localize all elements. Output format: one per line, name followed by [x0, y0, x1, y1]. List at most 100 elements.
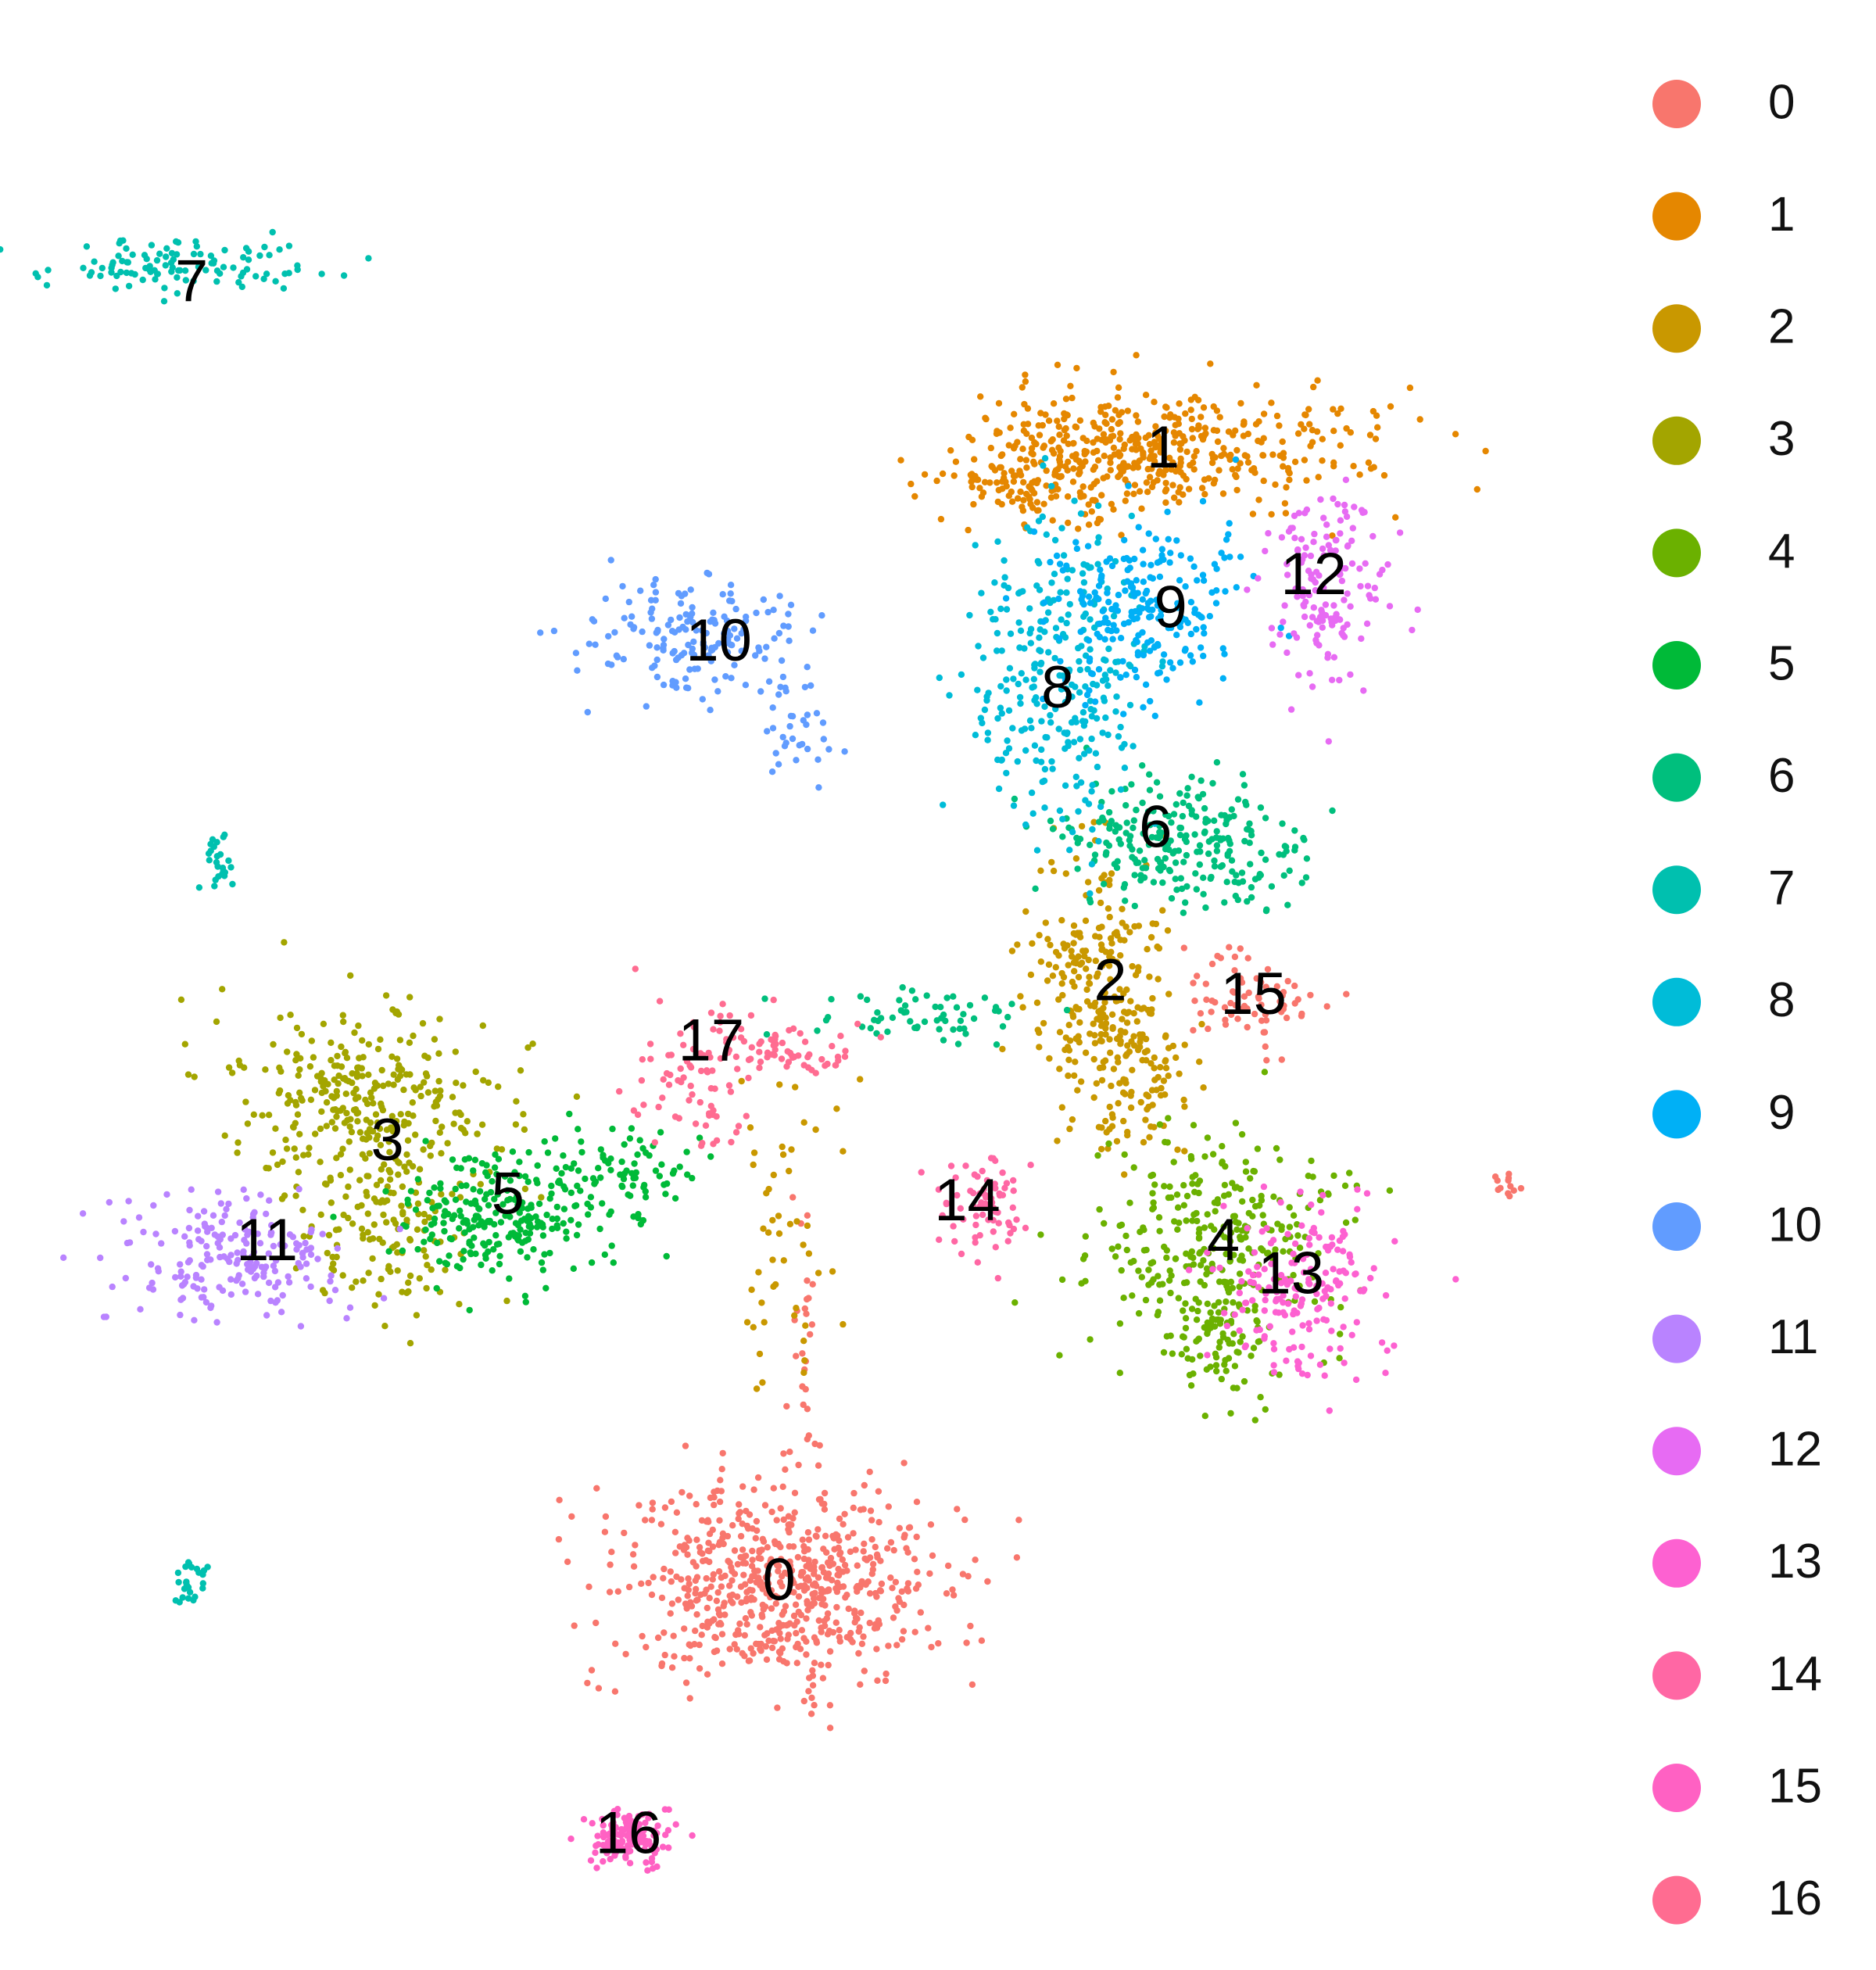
cell-point: [1119, 905, 1126, 913]
cell-point: [699, 1557, 707, 1565]
cluster-label-15: 15: [1220, 961, 1287, 1027]
cell-point: [1348, 537, 1355, 544]
cell-point: [611, 629, 618, 636]
cell-point: [1172, 1255, 1180, 1263]
cell-point: [689, 618, 696, 626]
cell-point: [1330, 602, 1337, 609]
cell-point: [836, 1638, 844, 1645]
legend-key-6: [1652, 753, 1701, 802]
cell-point: [1242, 1159, 1250, 1166]
cell-point: [192, 238, 199, 245]
cell-point: [660, 641, 668, 649]
cell-point: [804, 1546, 811, 1553]
cell-point: [908, 480, 915, 488]
cell-point: [493, 1145, 500, 1152]
cell-point: [1215, 1309, 1223, 1316]
cell-point: [684, 1592, 691, 1599]
cell-point: [405, 1119, 412, 1127]
cell-point: [661, 1651, 668, 1659]
cell-point: [1022, 908, 1029, 915]
cell-point: [167, 259, 175, 267]
cell-point: [671, 1528, 679, 1536]
cell-point: [1244, 826, 1251, 833]
cell-point: [1059, 815, 1066, 823]
cell-point: [1127, 1259, 1135, 1266]
cell-point: [340, 1018, 347, 1026]
cell-point: [1152, 535, 1160, 543]
cell-point: [358, 1225, 366, 1233]
cell-point: [327, 1177, 335, 1184]
cell-point: [1245, 1245, 1252, 1252]
cell-point: [177, 1261, 184, 1268]
cell-point: [123, 269, 131, 277]
cell-point: [667, 1610, 674, 1617]
cell-point: [671, 1653, 678, 1660]
cell-point: [1194, 793, 1201, 801]
cell-point: [567, 1836, 575, 1843]
cell-point: [1283, 1014, 1291, 1022]
cell-point: [1190, 466, 1198, 473]
cell-point: [575, 1167, 582, 1174]
cell-point: [1133, 674, 1140, 681]
cell-point: [821, 1506, 829, 1513]
cell-point: [1235, 1301, 1243, 1308]
cell-point: [1036, 668, 1044, 675]
cell-point: [769, 1216, 776, 1224]
cell-point: [541, 1251, 548, 1258]
cell-point: [1190, 1370, 1197, 1377]
cell-point: [1146, 786, 1154, 793]
cell-point: [1101, 697, 1108, 704]
cell-point: [1147, 1010, 1155, 1017]
cell-point: [340, 1211, 347, 1219]
cell-point: [1163, 1254, 1170, 1262]
cell-point: [1074, 840, 1082, 847]
cell-point: [1028, 450, 1035, 457]
cell-point: [777, 1556, 785, 1563]
cell-point: [1342, 1219, 1350, 1227]
cell-point: [217, 1200, 224, 1207]
cell-point: [1160, 471, 1167, 478]
cell-point: [1059, 631, 1067, 638]
cell-point: [819, 719, 827, 726]
cell-point: [1238, 1277, 1245, 1285]
cell-point: [1262, 1290, 1269, 1297]
cell-point: [1352, 1216, 1359, 1223]
cell-point: [342, 1193, 349, 1200]
cell-point: [800, 1119, 807, 1126]
cell-point: [272, 1257, 280, 1264]
cell-point: [1065, 1072, 1072, 1080]
cell-point: [778, 1055, 786, 1062]
cell-point: [1070, 739, 1078, 746]
cell-point: [1310, 1224, 1318, 1232]
cell-point: [1126, 557, 1133, 564]
cell-point: [1170, 811, 1178, 818]
cell-point: [777, 1649, 784, 1657]
cell-point: [788, 1521, 795, 1528]
cell-point: [1202, 980, 1210, 987]
cell-point: [779, 1582, 786, 1590]
cell-point: [855, 1628, 862, 1635]
cell-point: [1337, 405, 1344, 412]
cell-point: [1189, 1356, 1196, 1363]
cell-point: [689, 1091, 696, 1098]
cell-point: [1205, 1025, 1212, 1033]
cell-point: [1213, 847, 1221, 854]
cell-point: [1319, 545, 1326, 553]
cell-point: [630, 1563, 638, 1571]
cell-point: [994, 715, 1001, 722]
legend-label-13: 13: [1768, 1535, 1822, 1589]
cell-point: [1372, 596, 1380, 603]
cell-point: [668, 616, 675, 624]
cell-point: [441, 1227, 448, 1235]
cell-point: [936, 1026, 943, 1033]
cell-point: [825, 1661, 832, 1669]
cell-point: [714, 688, 721, 695]
cell-point: [489, 1267, 496, 1274]
cell-point: [1165, 625, 1172, 632]
cell-point: [986, 479, 993, 486]
cell-point: [1068, 953, 1076, 960]
cell-point: [504, 1197, 511, 1204]
cell-point: [642, 1194, 650, 1201]
cell-point: [1056, 1066, 1063, 1073]
cell-point: [735, 1123, 743, 1130]
